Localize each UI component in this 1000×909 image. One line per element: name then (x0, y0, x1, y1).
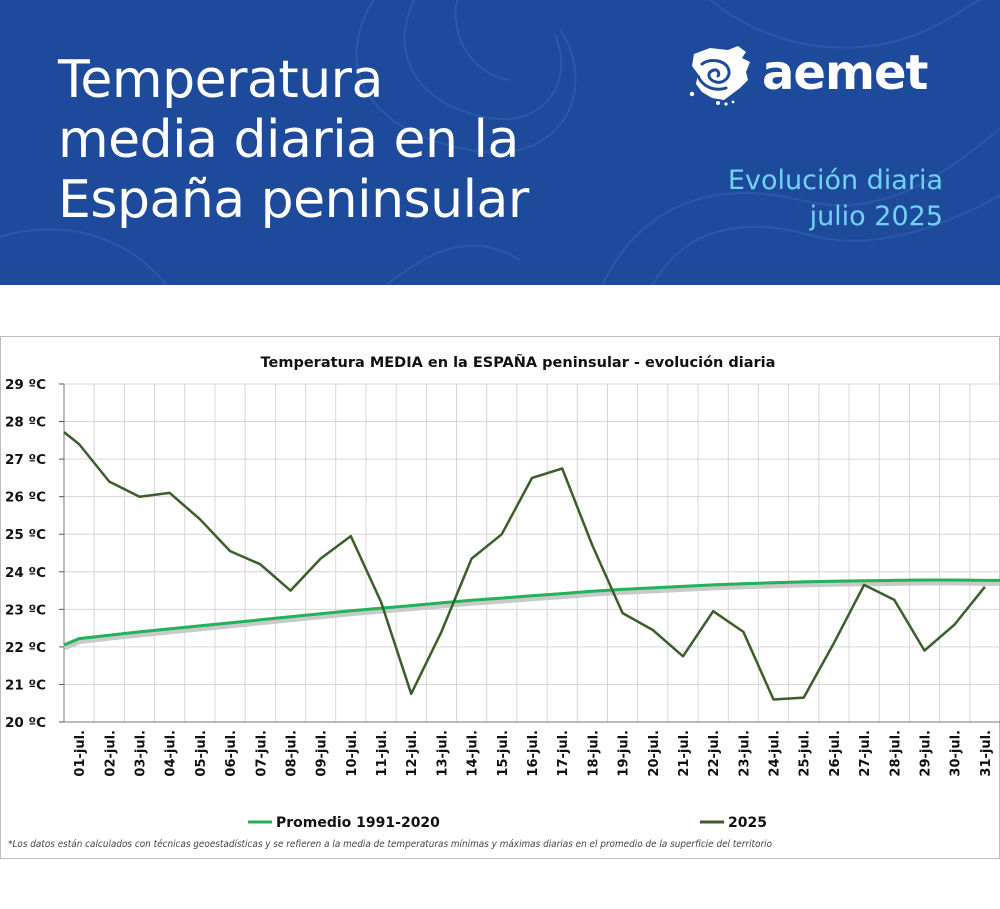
y-tick-label: 25 ºC (5, 527, 46, 543)
x-tick-label: 28-jul. (888, 730, 903, 777)
x-tick-label: 17-jul. (556, 730, 571, 777)
chart-title: Temperatura MEDIA en la ESPAÑA peninsula… (261, 354, 776, 371)
y-tick-label: 20 ºC (5, 715, 46, 731)
y-tick-label: 23 ºC (5, 602, 46, 618)
temperature-line-chart: Temperatura MEDIA en la ESPAÑA peninsula… (0, 336, 1000, 859)
x-tick-label: 11-jul. (375, 730, 390, 777)
x-tick-label: 03-jul. (133, 730, 148, 777)
x-tick-label: 01-jul. (73, 730, 88, 777)
x-tick-label: 10-jul. (345, 730, 360, 777)
x-tick-label: 06-jul. (224, 730, 239, 777)
chart-footnote: *Los datos están calculados con técnicas… (8, 839, 772, 850)
series-average-line (63, 578, 1000, 647)
x-tick-label: 21-jul. (677, 730, 692, 777)
x-tick-label: 27-jul. (858, 730, 873, 777)
x-tick-label: 25-jul. (798, 730, 813, 777)
x-tick-label: 05-jul. (194, 730, 209, 777)
main-title-line-1: Temperatura (58, 50, 383, 110)
series-2025-line (63, 431, 986, 701)
x-tick-label: 19-jul. (617, 730, 632, 777)
x-tick-label: 20-jul. (647, 730, 662, 777)
y-tick-label: 21 ºC (5, 677, 46, 693)
x-tick-label: 02-jul. (103, 730, 118, 777)
main-title: Temperatura media diaria en la España pe… (58, 50, 529, 230)
x-tick-label: 09-jul. (315, 730, 330, 777)
brand-name: aemet (762, 45, 928, 101)
subtitle-line-1: Evolución diaria (727, 165, 943, 196)
aemet-spain-map-logo-icon (689, 46, 750, 106)
main-title-line-2: media diaria en la (58, 110, 519, 170)
y-tick-label: 28 ºC (5, 415, 46, 431)
series-average-shadow (62, 578, 1000, 651)
x-tick-label: 23-jul. (737, 730, 752, 777)
header-banner: Temperatura media diaria en la España pe… (0, 0, 1000, 285)
x-tick-label: 07-jul. (254, 730, 269, 777)
chart-container: Temperatura MEDIA en la ESPAÑA peninsula… (0, 336, 1000, 859)
x-tick-label: 08-jul. (284, 730, 299, 777)
y-tick-label: 24 ºC (5, 565, 46, 581)
subtitle-line-2: julio 2025 (809, 201, 943, 232)
x-tick-label: 12-jul. (405, 730, 420, 777)
y-tick-label: 27 ºC (5, 452, 46, 468)
aemet-logo: aemet (688, 44, 948, 106)
x-tick-label: 13-jul. (435, 730, 450, 777)
x-tick-label: 24-jul. (768, 730, 783, 777)
x-tick-label: 16-jul. (526, 730, 541, 777)
x-tick-label: 29-jul. (919, 730, 934, 777)
x-tick-label: 26-jul. (828, 730, 843, 777)
x-tick-label: 22-jul. (707, 730, 722, 777)
x-tick-label: 31-jul. (979, 730, 994, 777)
x-tick-label: 30-jul. (949, 730, 964, 777)
subtitle: Evolución diaria julio 2025 (728, 163, 943, 235)
legend-label-average: Promedio 1991-2020 (276, 815, 440, 831)
x-tick-label: 18-jul. (586, 730, 601, 777)
x-tick-label: 15-jul. (496, 730, 511, 777)
main-title-line-3: España peninsular (58, 170, 529, 230)
banner-contour-decoration (0, 0, 1000, 285)
y-tick-label: 29 ºC (5, 377, 46, 393)
legend-label-2025: 2025 (728, 815, 767, 831)
x-tick-label: 14-jul. (466, 730, 481, 777)
y-tick-label: 26 ºC (5, 490, 46, 506)
x-tick-label: 04-jul. (164, 730, 179, 777)
y-tick-label: 22 ºC (5, 640, 46, 656)
